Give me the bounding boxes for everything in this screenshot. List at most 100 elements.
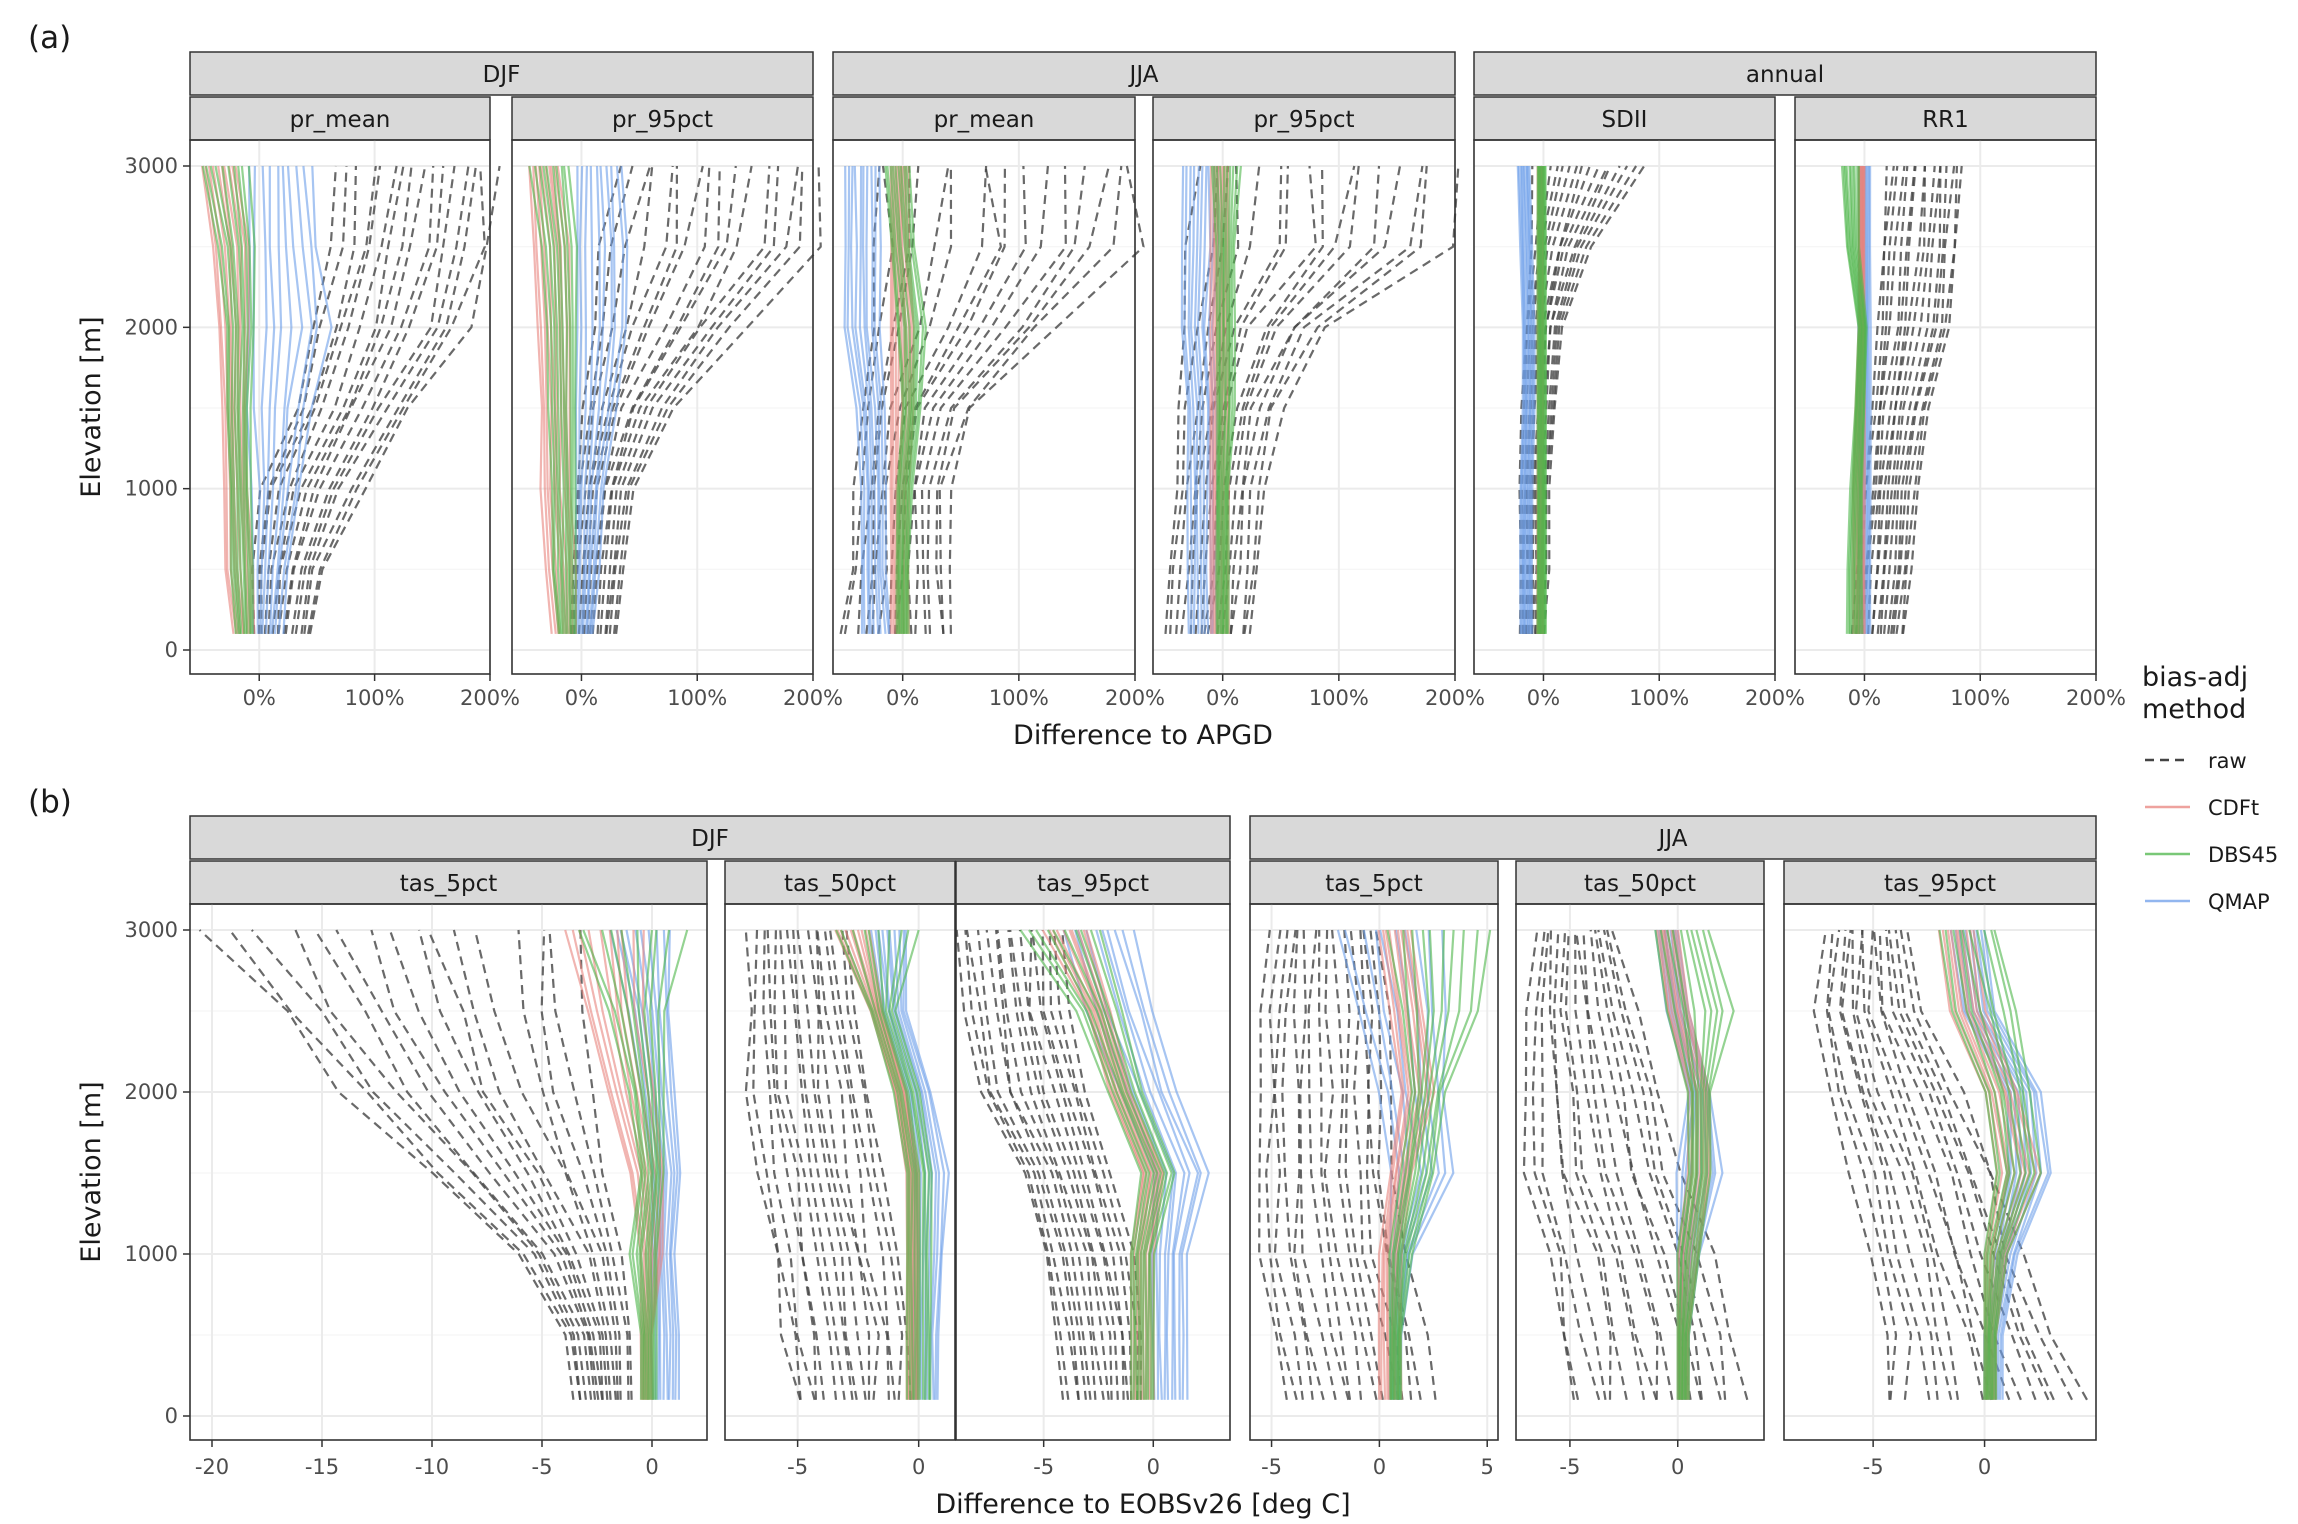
series-line-dbs45: [1395, 929, 1446, 1400]
group-strip: [1249, 815, 2097, 860]
series-line-qmap: [1516, 165, 1525, 634]
series-line-raw: [1883, 165, 1936, 634]
panel-frame: [511, 139, 814, 675]
series-line-raw: [935, 165, 1110, 635]
series-line-raw: [779, 929, 838, 1400]
panel-strip-label: tas_95pct: [1884, 871, 1996, 897]
panel-strip-label: pr_mean: [934, 107, 1035, 133]
x-tick-label: -5: [787, 1455, 808, 1479]
series-line-raw: [427, 929, 609, 1400]
y-tick-label: 3000: [125, 918, 178, 942]
legend-title-line-2: method: [2142, 694, 2246, 725]
x-tick-label: -15: [305, 1455, 339, 1479]
series-line-dbs45: [240, 165, 253, 634]
series-line-raw: [1317, 929, 1352, 1400]
series-line-raw: [996, 929, 1097, 1400]
series-line-dbs45: [1686, 929, 1724, 1400]
x-tick-label: 200%: [460, 686, 520, 710]
series-line-qmap: [634, 929, 666, 1400]
panel-pr_mean: pr_mean 0% 100% 200%: [832, 96, 1165, 710]
y-tick-label: 1000: [125, 1242, 178, 1266]
series-line-raw: [1041, 929, 1130, 1400]
panel-pr_95pct: pr_95pct 0% 100% 200%: [511, 96, 843, 710]
series-line-dbs45: [1210, 165, 1219, 634]
series-line-qmap: [858, 165, 875, 634]
series-line-raw: [1892, 165, 1948, 635]
series-line-dbs45: [655, 929, 689, 1400]
series-line-dbs45: [652, 929, 671, 1400]
series-line-cdft: [204, 165, 238, 635]
series-line-raw: [762, 929, 816, 1401]
x-tick-label: -5: [532, 1455, 553, 1479]
series-line-raw: [1542, 165, 1646, 634]
series-line-raw: [277, 165, 413, 635]
series-line-dbs45: [528, 165, 560, 635]
series-line-qmap: [282, 165, 333, 634]
series-line-raw: [615, 165, 822, 635]
series-line-qmap: [259, 165, 268, 634]
panel-RR1: RR1 0% 100% 200%: [1794, 96, 2126, 710]
series-line-raw: [1840, 929, 1939, 1400]
panel-frame: [832, 139, 1136, 675]
series-line-dbs45: [205, 165, 240, 634]
series-line-raw: [1887, 929, 2050, 1401]
legend-label-dbs45: DBS45: [2208, 843, 2278, 867]
series-line-qmap: [873, 165, 890, 635]
series-line-dbs45: [601, 929, 647, 1400]
x-tick-label: 0%: [565, 686, 598, 710]
group-strip: [189, 815, 1231, 860]
series-line-dbs45: [894, 929, 933, 1400]
series-line-dbs45: [542, 165, 565, 634]
series-line-dbs45: [1398, 929, 1479, 1400]
series-line-dbs45: [214, 165, 243, 634]
group-strip: [1473, 51, 2097, 96]
series-line-qmap: [264, 165, 283, 634]
series-line-raw: [1018, 929, 1113, 1400]
series-line-dbs45: [1544, 165, 1548, 634]
series-line-qmap: [1121, 929, 1202, 1400]
series-line-qmap: [849, 165, 870, 634]
series-line-raw: [955, 929, 1065, 1400]
series-line-dbs45: [221, 165, 246, 634]
panel-strip: [955, 860, 1231, 905]
series-line-raw: [198, 929, 575, 1400]
series-line-raw: [1879, 165, 1926, 634]
panel-frame: [955, 903, 1231, 1441]
panel-strip-label: tas_5pct: [400, 871, 498, 897]
panel-tas_5pct: tas_5pct -20 -15 -10 -5 0: [189, 860, 708, 1479]
series-line-dbs45: [237, 165, 251, 634]
series-line-raw: [816, 929, 880, 1400]
series-line-raw: [583, 165, 679, 634]
series-line-raw: [1343, 929, 1384, 1400]
series-line-dbs45: [1393, 929, 1435, 1400]
x-tick-label: -5: [1261, 1455, 1282, 1479]
series-line-raw: [1851, 929, 1953, 1401]
series-line-dbs45: [1968, 929, 2022, 1400]
series-line-raw: [815, 929, 871, 1400]
series-line-qmap: [588, 165, 616, 634]
x-tick-label: -5: [1559, 1455, 1580, 1479]
panel-strip: [1249, 860, 1499, 905]
series-line-qmap: [1113, 929, 1200, 1400]
series-line-dbs45: [1993, 929, 2042, 1400]
x-tick-label: 200%: [1745, 686, 1805, 710]
series-line-raw: [1606, 929, 1727, 1400]
legend: bias-adj method raw CDFt DBS45 QMAP: [2142, 662, 2278, 914]
series-line-raw: [1564, 929, 1646, 1400]
series-line-qmap: [1132, 929, 1210, 1400]
series-line-raw: [1871, 165, 1917, 634]
series-line-qmap: [576, 165, 584, 634]
series-line-raw: [599, 165, 753, 634]
series-line-dbs45: [1397, 929, 1465, 1400]
series-line-qmap: [861, 165, 880, 634]
y-tick-label: 0: [165, 1404, 178, 1428]
x-tick-label: 0: [1147, 1455, 1160, 1479]
series-line-dbs45: [577, 929, 643, 1400]
series-line-qmap: [639, 929, 669, 1400]
series-line-raw: [913, 165, 1049, 634]
x-tick-label: 0: [1671, 1455, 1684, 1479]
series-line-dbs45: [1390, 929, 1417, 1400]
series-line-raw: [267, 165, 382, 634]
series-line-dbs45: [232, 165, 249, 634]
x-tick-label: 100%: [1309, 686, 1369, 710]
